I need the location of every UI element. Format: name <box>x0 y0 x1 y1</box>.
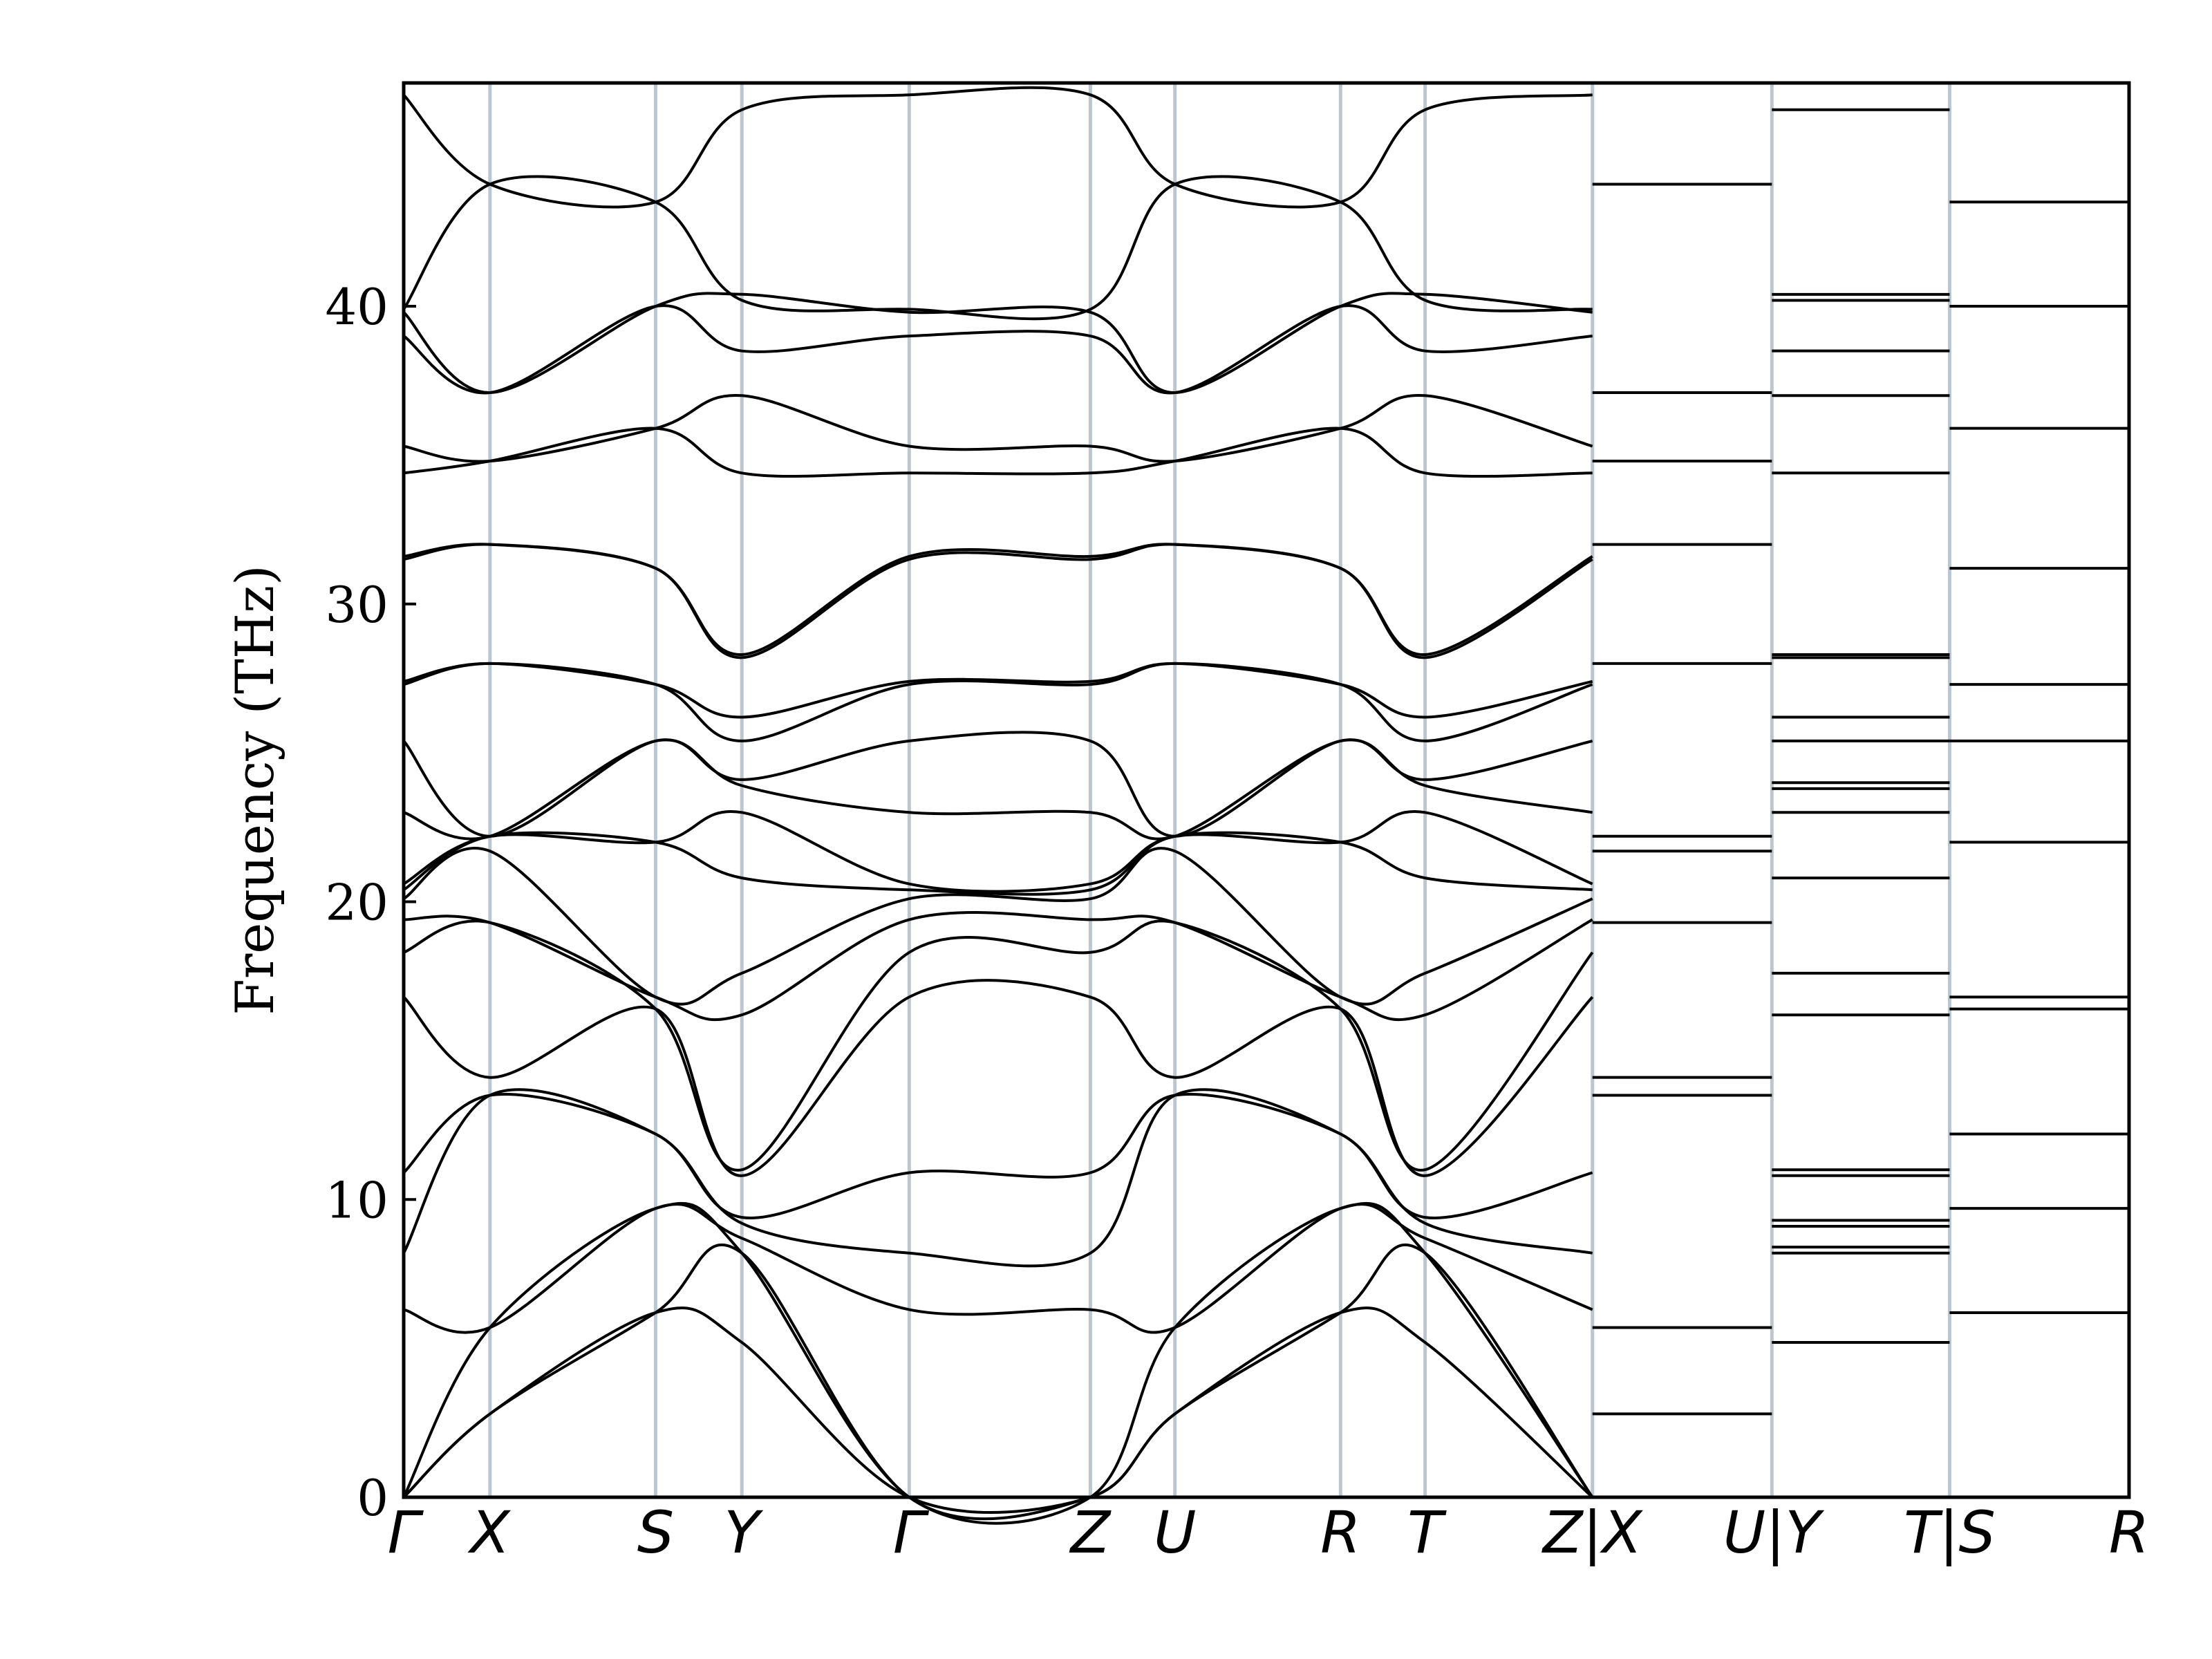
band-line <box>403 662 1593 719</box>
kpath-lines <box>488 83 1951 1497</box>
band-line <box>403 427 1593 478</box>
x-tick-label: S <box>637 1499 674 1566</box>
band-line <box>403 662 1593 742</box>
band-line <box>402 847 1593 1006</box>
x-tick-label: T|S <box>1904 1499 1996 1566</box>
band-line <box>402 175 1593 321</box>
band-line <box>403 393 1593 463</box>
y-tick-label: 30 <box>325 576 388 634</box>
band-lines <box>402 86 2129 1525</box>
plot-frame <box>402 81 2131 1499</box>
y-axis: 0 10 20 30 40 <box>325 278 416 1527</box>
band-line <box>402 1093 1593 1220</box>
band-line <box>402 304 1593 395</box>
band-line <box>402 831 1593 896</box>
band-line <box>403 738 1593 841</box>
band-line <box>402 731 1593 838</box>
x-tick-label: T <box>1407 1499 1447 1566</box>
band-line <box>403 911 1593 1022</box>
y-tick-label: 20 <box>325 874 388 932</box>
y-axis-label: Frequency (THz) <box>224 565 285 1015</box>
x-axis: Γ X S Y Γ Z U R T Z|X U|Y T|S R <box>388 1499 2150 1566</box>
band-line <box>402 1306 1594 1514</box>
x-tick-label: R <box>2109 1499 2149 1566</box>
x-tick-label: R <box>1320 1499 1360 1566</box>
x-tick-label: Γ <box>893 1499 930 1566</box>
y-tick-label: 10 <box>325 1171 388 1229</box>
band-line <box>402 1243 1594 1521</box>
band-line <box>403 543 1593 657</box>
band-line <box>402 86 1593 209</box>
x-tick-label: U <box>1154 1499 1196 1566</box>
x-tick-label: U|Y <box>1723 1499 1825 1566</box>
band-line <box>402 809 1593 893</box>
x-tick-label: Z <box>1069 1499 1112 1566</box>
band-line <box>403 919 1594 1172</box>
x-tick-label: Γ <box>388 1499 424 1566</box>
band-line <box>402 979 1594 1177</box>
x-tick-label: Z|X <box>1541 1499 1644 1566</box>
band-line <box>402 1201 1594 1525</box>
band-line <box>402 292 1593 395</box>
x-tick-label: X <box>467 1499 512 1566</box>
band-line <box>403 1203 1593 1334</box>
y-tick-label: 40 <box>325 278 388 336</box>
x-tick-label: Y <box>724 1499 764 1566</box>
y-tick-label: 0 <box>357 1469 388 1527</box>
band-line <box>403 543 1593 659</box>
